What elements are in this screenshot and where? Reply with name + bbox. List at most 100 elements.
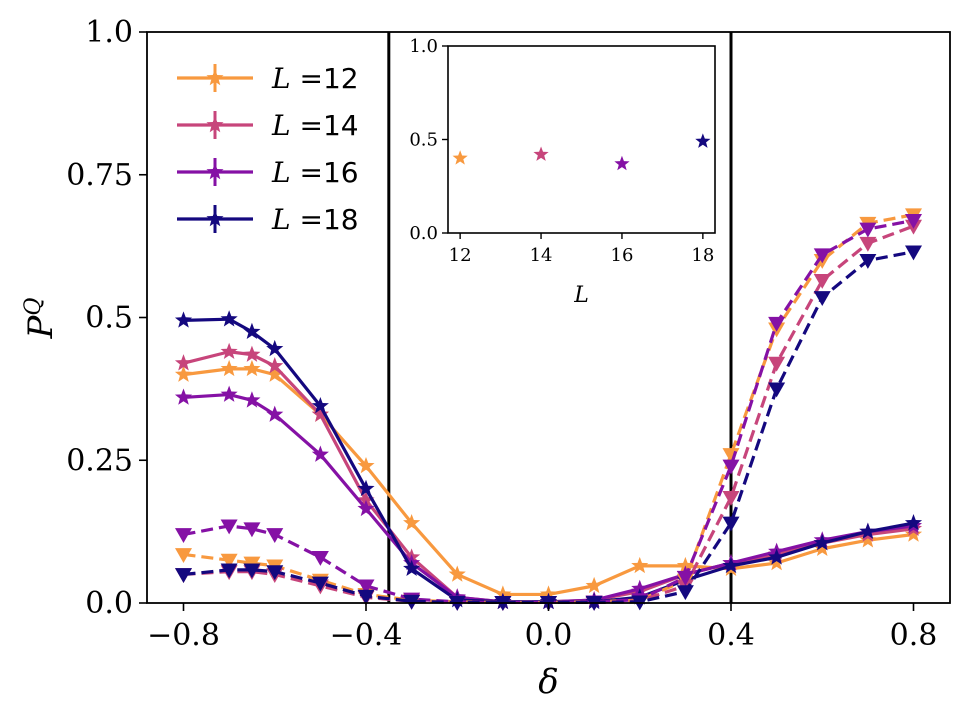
star-marker [174, 388, 193, 405]
star-marker [311, 405, 329, 422]
x-tick-label: −0.8 [147, 618, 220, 653]
inset-plot: 12 14 16 18 0.0 0.5 1.0 L [409, 36, 717, 308]
triangle-marker [722, 490, 740, 506]
triangle-marker [243, 522, 261, 538]
triangle-marker [311, 576, 329, 592]
inset-x-tick-label: 16 [611, 245, 634, 266]
inset-star-marker [614, 155, 630, 171]
triangle-marker [220, 519, 238, 535]
star-marker [631, 556, 649, 574]
triangle-marker [175, 568, 192, 583]
legend-item: L =16 [177, 156, 359, 189]
inset-background [446, 44, 717, 235]
y-tick-label: 1.0 [85, 15, 133, 50]
star-marker [859, 522, 877, 539]
inset-y-tick-label: 0.0 [409, 223, 438, 244]
star-marker [220, 342, 238, 360]
star-marker [403, 514, 421, 531]
x-tick-label: 0.4 [707, 618, 755, 653]
x-tick-label: −0.4 [330, 618, 403, 653]
star-marker [859, 531, 877, 548]
legend-label: L =18 [271, 203, 359, 236]
star-marker [266, 357, 284, 374]
star-marker [266, 405, 284, 422]
star-marker [631, 579, 649, 597]
legend-label: L =12 [271, 62, 359, 95]
legend-star-marker [206, 163, 224, 180]
star-marker [768, 548, 786, 565]
legend: L =12 L =14 L =16 L =18 [177, 62, 359, 236]
y-axis-title: PQ [21, 298, 61, 340]
legend-star-marker [206, 116, 224, 133]
inset-x-tick-label: 14 [530, 245, 553, 266]
triangle-marker [722, 516, 740, 532]
triangle-marker [905, 245, 922, 261]
star-marker [357, 456, 375, 474]
triangle-marker [768, 382, 786, 398]
triangle-marker [311, 550, 329, 566]
triangle-marker [357, 579, 375, 595]
star-marker [813, 534, 831, 551]
inset-x-tick-label: 18 [691, 245, 714, 266]
star-marker [174, 354, 193, 371]
triangle-marker [768, 356, 786, 372]
star-marker [243, 322, 261, 340]
star-marker [403, 559, 421, 577]
inset-y-tick-label: 0.5 [409, 130, 438, 151]
star-marker [220, 385, 238, 402]
legend-item: L =18 [177, 203, 359, 236]
star-marker [722, 556, 740, 574]
triangle-marker [813, 248, 831, 264]
triangle-marker [676, 585, 694, 601]
star-marker [768, 554, 786, 571]
star-marker [448, 565, 466, 582]
triangle-marker [768, 316, 786, 332]
triangle-marker [722, 459, 740, 475]
legend-star-marker [206, 210, 224, 227]
star-marker [813, 539, 831, 557]
star-marker [243, 391, 261, 408]
triangle-marker [243, 563, 261, 579]
legend-item: L =12 [177, 62, 359, 95]
star-marker [220, 310, 238, 327]
star-marker [357, 479, 375, 497]
inset-x-tick-label: 12 [449, 245, 472, 266]
triangle-marker [220, 553, 238, 569]
y-tick-label: 0.5 [85, 301, 133, 336]
inset-y-tick-label: 1.0 [409, 36, 438, 57]
star-marker [357, 491, 375, 508]
star-marker [676, 556, 694, 574]
star-marker [174, 311, 193, 328]
legend-label: L =16 [271, 156, 359, 189]
inset-star-marker [452, 150, 468, 165]
triangle-marker [220, 563, 238, 579]
star-marker [904, 525, 923, 542]
triangle-marker [813, 274, 831, 289]
main-series [174, 208, 923, 611]
triangle-marker [859, 236, 877, 252]
triangle-marker [813, 291, 831, 307]
y-tick-label: 0.75 [66, 158, 133, 193]
star-marker [266, 339, 284, 357]
y-tick-label: 0.25 [66, 443, 133, 478]
triangle-marker [266, 528, 284, 543]
star-marker [311, 397, 329, 414]
inset-star-marker [695, 133, 711, 148]
legend-star-marker [206, 69, 224, 86]
inset-x-axis-title: L [573, 283, 589, 308]
triangle-marker [905, 214, 922, 229]
x-tick-label: 0.8 [890, 618, 938, 653]
triangle-marker [175, 528, 192, 543]
legend-label: L =14 [271, 109, 359, 142]
triangle-marker [859, 222, 877, 238]
star-marker [243, 359, 261, 377]
triangle-marker [266, 565, 284, 581]
main-axes: −0.8 −0.4 0.0 0.4 0.8 0.0 0.25 0.5 0.75 1.0 δ PQ [21, 15, 951, 702]
triangle-marker [676, 570, 694, 586]
triangle-marker [175, 548, 192, 563]
legend-item: L =14 [177, 109, 359, 142]
star-marker [311, 445, 329, 462]
star-marker [904, 514, 923, 531]
triangle-marker [357, 589, 375, 605]
y-tick-label: 0.0 [85, 586, 133, 621]
